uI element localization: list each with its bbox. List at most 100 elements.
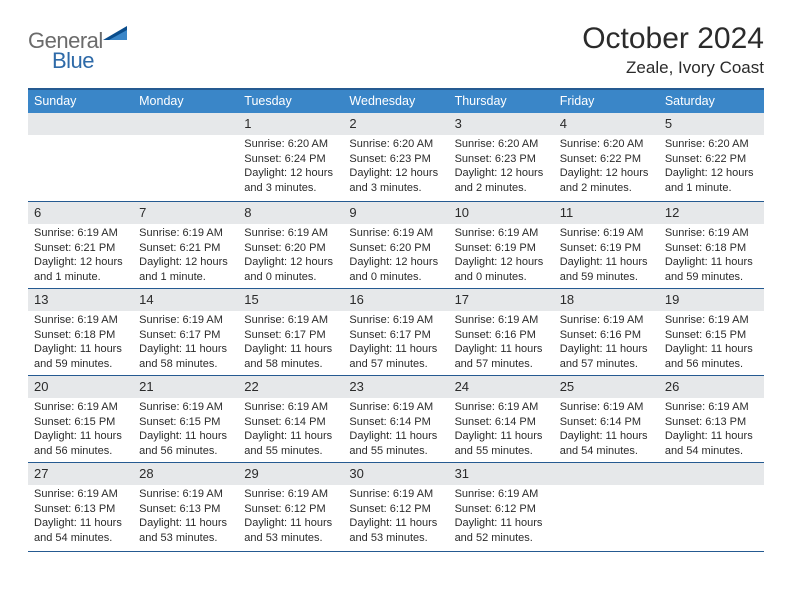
sunrise-text: Sunrise: 6:19 AM	[349, 226, 442, 241]
sunrise-text: Sunrise: 6:19 AM	[244, 313, 337, 328]
sunrise-text: Sunrise: 6:19 AM	[665, 313, 758, 328]
day-cell: 27 Sunrise: 6:19 AMSunset: 6:13 PMDayligh…	[28, 463, 133, 551]
sunset-text: Sunset: 6:21 PM	[34, 241, 127, 256]
daylight-text: Daylight: 12 hours and 1 minute.	[665, 166, 758, 195]
daylight-text: Daylight: 11 hours and 55 minutes.	[244, 429, 337, 458]
day-number: 3	[455, 116, 462, 131]
day-body: Sunrise: 6:19 AMSunset: 6:12 PMDaylight:…	[238, 485, 343, 549]
calendar-grid: SundayMondayTuesdayWednesdayThursdayFrid…	[28, 88, 764, 552]
sunset-text: Sunset: 6:12 PM	[349, 502, 442, 517]
day-body: Sunrise: 6:19 AMSunset: 6:21 PMDaylight:…	[133, 224, 238, 288]
daylight-text: Daylight: 11 hours and 59 minutes.	[34, 342, 127, 371]
day-number-row: 28	[133, 463, 238, 485]
sunset-text: Sunset: 6:21 PM	[139, 241, 232, 256]
day-body: Sunrise: 6:19 AMSunset: 6:15 PMDaylight:…	[659, 311, 764, 375]
sunrise-text: Sunrise: 6:19 AM	[455, 400, 548, 415]
day-number: 10	[455, 205, 469, 220]
day-cell: 2 Sunrise: 6:20 AMSunset: 6:23 PMDaylight…	[343, 113, 448, 201]
daylight-text: Daylight: 11 hours and 54 minutes.	[34, 516, 127, 545]
weekday-header: Thursday	[449, 90, 554, 113]
day-number-row: 3	[449, 113, 554, 135]
day-body: Sunrise: 6:19 AMSunset: 6:14 PMDaylight:…	[238, 398, 343, 462]
day-number-row: 19	[659, 289, 764, 311]
day-number: 4	[560, 116, 567, 131]
day-cell: 21Sunrise: 6:19 AMSunset: 6:15 PMDayligh…	[133, 376, 238, 462]
triangle-icon	[103, 24, 129, 42]
day-cell: 20Sunrise: 6:19 AMSunset: 6:15 PMDayligh…	[28, 376, 133, 462]
day-cell: 17Sunrise: 6:19 AMSunset: 6:16 PMDayligh…	[449, 289, 554, 375]
calendar-page: General Blue October 2024 Zeale, Ivory C…	[0, 0, 792, 564]
day-number-row: 9	[343, 202, 448, 224]
day-body	[28, 135, 133, 201]
day-number-row: 16	[343, 289, 448, 311]
sunset-text: Sunset: 6:17 PM	[349, 328, 442, 343]
day-number-row: 2	[343, 113, 448, 135]
sunrise-text: Sunrise: 6:19 AM	[349, 313, 442, 328]
sunrise-text: Sunrise: 6:20 AM	[560, 137, 653, 152]
day-body: Sunrise: 6:19 AMSunset: 6:13 PMDaylight:…	[28, 485, 133, 549]
sunset-text: Sunset: 6:20 PM	[244, 241, 337, 256]
sunset-text: Sunset: 6:18 PM	[34, 328, 127, 343]
daylight-text: Daylight: 11 hours and 54 minutes.	[560, 429, 653, 458]
sunrise-text: Sunrise: 6:19 AM	[244, 226, 337, 241]
day-number: 27	[34, 466, 48, 481]
day-number-row: 13	[28, 289, 133, 311]
day-number-row: 14	[133, 289, 238, 311]
daylight-text: Daylight: 12 hours and 0 minutes.	[349, 255, 442, 284]
day-number: 7	[139, 205, 146, 220]
day-body: Sunrise: 6:19 AMSunset: 6:12 PMDaylight:…	[343, 485, 448, 549]
day-cell	[659, 463, 764, 551]
logo-text-blue: Blue	[52, 48, 94, 73]
day-body: Sunrise: 6:19 AMSunset: 6:20 PMDaylight:…	[238, 224, 343, 288]
day-cell: 11Sunrise: 6:19 AMSunset: 6:19 PMDayligh…	[554, 202, 659, 288]
sunrise-text: Sunrise: 6:19 AM	[665, 226, 758, 241]
day-number: 26	[665, 379, 679, 394]
sunrise-text: Sunrise: 6:19 AM	[34, 487, 127, 502]
daylight-text: Daylight: 11 hours and 56 minutes.	[139, 429, 232, 458]
sunrise-text: Sunrise: 6:20 AM	[349, 137, 442, 152]
daylight-text: Daylight: 12 hours and 2 minutes.	[560, 166, 653, 195]
day-cell: 30Sunrise: 6:19 AMSunset: 6:12 PMDayligh…	[343, 463, 448, 551]
daylight-text: Daylight: 12 hours and 0 minutes.	[455, 255, 548, 284]
sunset-text: Sunset: 6:15 PM	[665, 328, 758, 343]
daylight-text: Daylight: 11 hours and 52 minutes.	[455, 516, 548, 545]
day-number-row: 12	[659, 202, 764, 224]
sunrise-text: Sunrise: 6:19 AM	[34, 226, 127, 241]
day-number-row: 10	[449, 202, 554, 224]
sunset-text: Sunset: 6:13 PM	[665, 415, 758, 430]
day-body	[659, 485, 764, 551]
sunrise-text: Sunrise: 6:19 AM	[139, 226, 232, 241]
day-number-row: 5	[659, 113, 764, 135]
day-cell: 3Sunrise: 6:20 AMSunset: 6:23 PMDaylight…	[449, 113, 554, 201]
day-number: 11	[560, 205, 574, 220]
sunset-text: Sunset: 6:13 PM	[34, 502, 127, 517]
daylight-text: Daylight: 11 hours and 53 minutes.	[244, 516, 337, 545]
sunset-text: Sunset: 6:17 PM	[139, 328, 232, 343]
day-cell: 8 Sunrise: 6:19 AMSunset: 6:20 PMDaylight…	[238, 202, 343, 288]
sunset-text: Sunset: 6:22 PM	[560, 152, 653, 167]
day-number-row: 6	[28, 202, 133, 224]
sunrise-text: Sunrise: 6:19 AM	[560, 313, 653, 328]
weekday-header: Tuesday	[238, 90, 343, 113]
sunrise-text: Sunrise: 6:20 AM	[665, 137, 758, 152]
day-body: Sunrise: 6:19 AMSunset: 6:13 PMDaylight:…	[133, 485, 238, 549]
day-number: 18	[560, 292, 574, 307]
brand-logo: General Blue	[28, 22, 129, 80]
day-cell: 7 Sunrise: 6:19 AMSunset: 6:21 PMDaylight…	[133, 202, 238, 288]
daylight-text: Daylight: 11 hours and 54 minutes.	[665, 429, 758, 458]
day-body: Sunrise: 6:19 AMSunset: 6:14 PMDaylight:…	[343, 398, 448, 462]
daylight-text: Daylight: 12 hours and 3 minutes.	[349, 166, 442, 195]
day-body: Sunrise: 6:19 AMSunset: 6:17 PMDaylight:…	[343, 311, 448, 375]
sunset-text: Sunset: 6:14 PM	[560, 415, 653, 430]
location-label: Zeale, Ivory Coast	[582, 58, 764, 78]
sunrise-text: Sunrise: 6:19 AM	[34, 313, 127, 328]
day-body: Sunrise: 6:19 AMSunset: 6:14 PMDaylight:…	[449, 398, 554, 462]
day-cell: 6 Sunrise: 6:19 AMSunset: 6:21 PMDaylight…	[28, 202, 133, 288]
weekday-header: Sunday	[28, 90, 133, 113]
sunset-text: Sunset: 6:23 PM	[349, 152, 442, 167]
day-number: 24	[455, 379, 469, 394]
daylight-text: Daylight: 12 hours and 1 minute.	[34, 255, 127, 284]
day-number: 15	[244, 292, 258, 307]
day-number: 8	[244, 205, 251, 220]
sunset-text: Sunset: 6:14 PM	[244, 415, 337, 430]
